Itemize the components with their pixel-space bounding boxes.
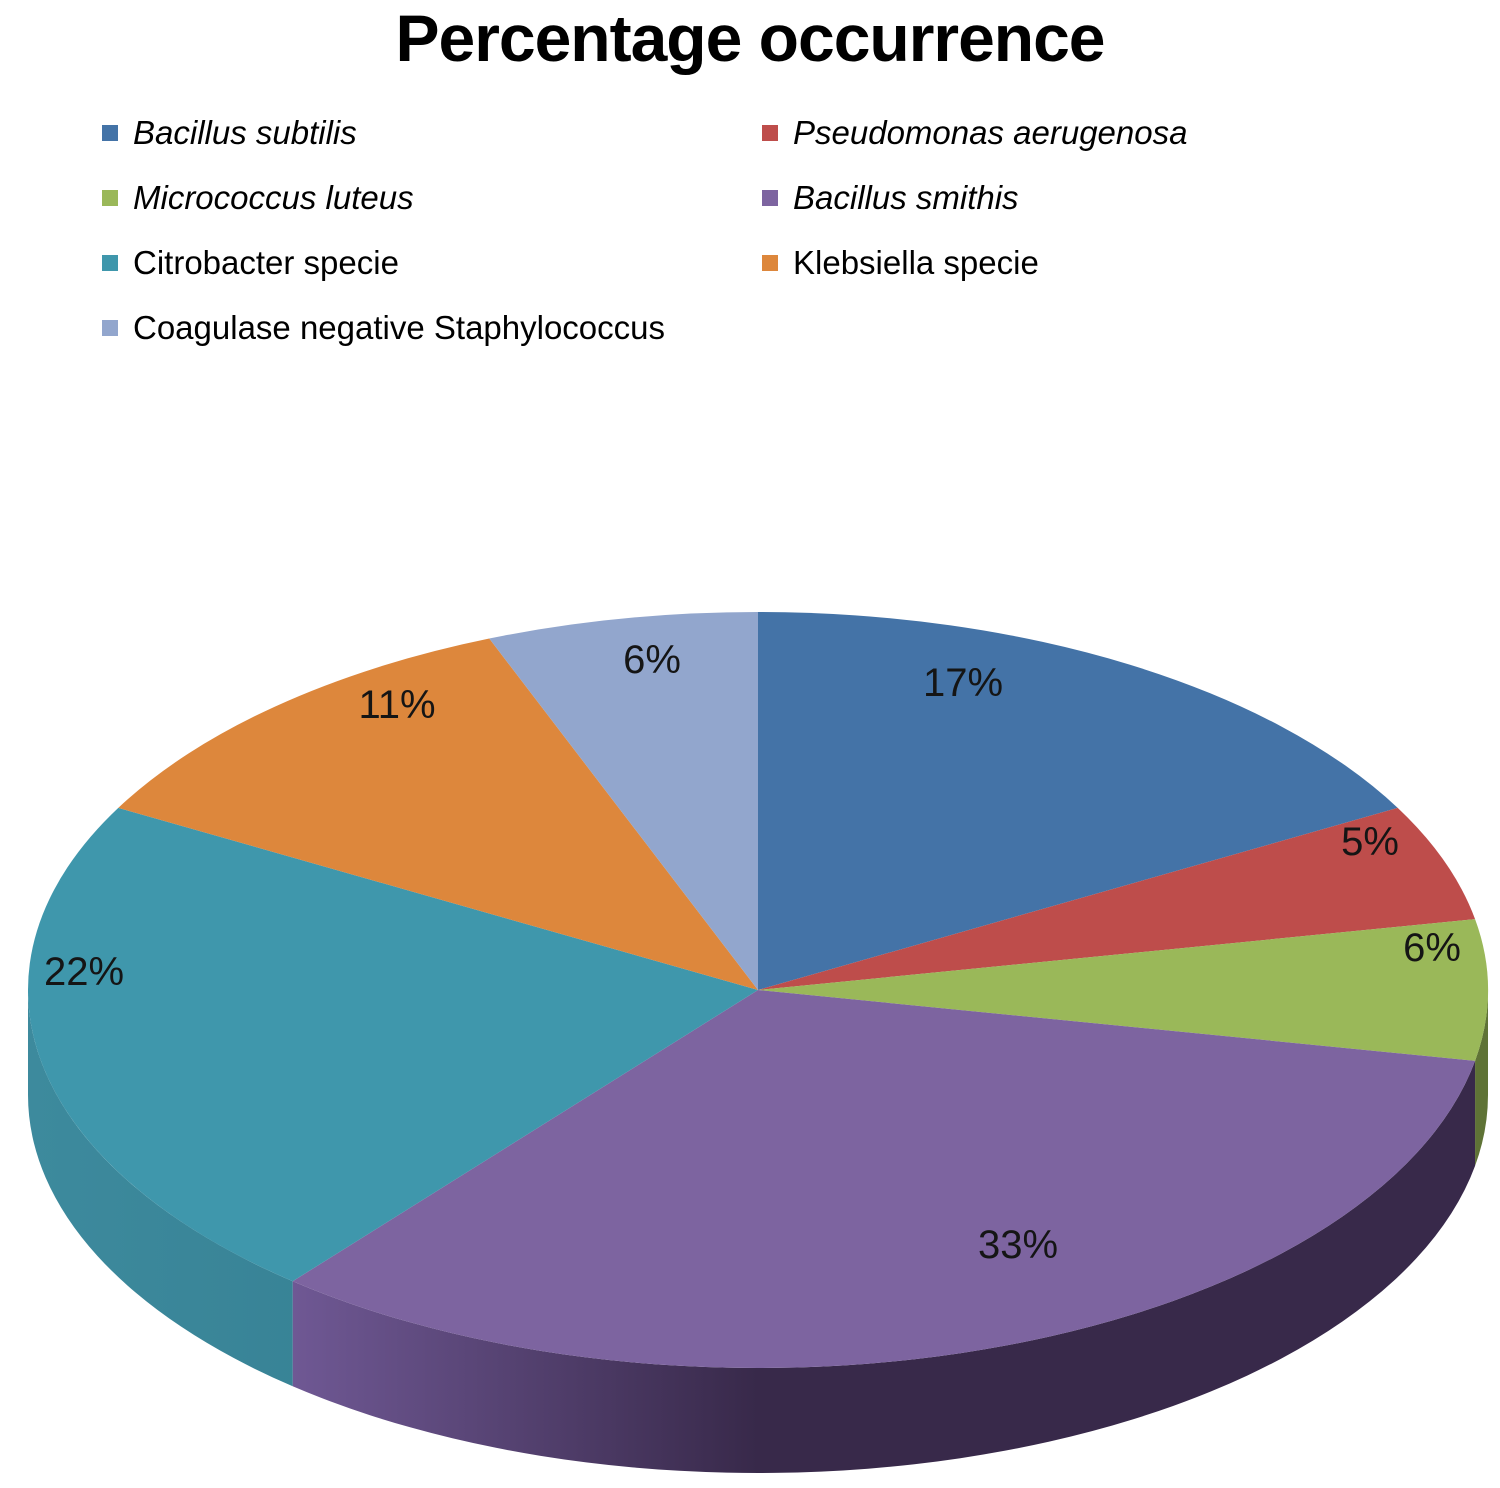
legend-label: Bacillus smithis [793, 179, 1019, 216]
pie-slice-bacillus-subtilis [758, 612, 1398, 990]
pie-slice-klebsiella-specie [118, 638, 758, 990]
legend-item-klebsiella-specie: Klebsiella specie [762, 246, 1187, 279]
pie-slice-bacillus-smithis [292, 990, 1476, 1368]
pie-slice-side-micrococcus-luteus [1475, 990, 1488, 1166]
legend-label: Klebsiella specie [793, 244, 1039, 281]
legend-item-citrobacter-specie: Citrobacter specie [102, 246, 762, 279]
legend-label: Coagulase negative Staphylococcus [133, 309, 666, 346]
legend-item-bacillus-subtilis: Bacillus subtilis [102, 116, 762, 149]
legend-swatch-icon [762, 254, 778, 271]
slice-label-bacillus-smithis: 33% [977, 1223, 1059, 1267]
pie-slice-citrobacter-specie [28, 807, 759, 1282]
legend-item-bacillus-smithis: Bacillus smithis [762, 181, 1187, 214]
slice-label-klebsiella-specie: 11% [358, 683, 436, 727]
legend-item-coagulase-negative-staphylococcus: Coagulase negative Staphylococcus [102, 311, 762, 344]
pie-slice-pseudomonas-aerugenosa [758, 807, 1476, 990]
legend-swatch-icon [762, 189, 778, 206]
pie-slice-micrococcus-luteus [758, 919, 1488, 1061]
legend-swatch-icon [762, 124, 778, 141]
legend-swatch-icon [102, 254, 118, 271]
legend-swatch-icon [102, 189, 118, 206]
legend-label: Bacillus subtilis [133, 114, 357, 151]
legend-swatch-icon [102, 124, 118, 141]
legend-label: Citrobacter specie [133, 244, 399, 281]
legend-item-micrococcus-luteus: Micrococcus luteus [102, 181, 762, 214]
slice-label-pseudomonas-aerugenosa: 5% [1341, 820, 1399, 864]
legend: Bacillus subtilis Pseudomonas aerugenosa… [102, 100, 1187, 360]
legend-label: Pseudomonas aerugenosa [793, 114, 1188, 151]
pie-slice-side-bacillus-smithis [292, 1060, 1476, 1473]
slice-label-bacillus-subtilis: 17% [922, 661, 1004, 705]
legend-label: Micrococcus luteus [133, 179, 414, 216]
legend-swatch-icon [102, 319, 118, 336]
slice-label-coagulase-negative-staphylococcus: 6% [623, 638, 681, 682]
slice-label-micrococcus-luteus: 6% [1403, 926, 1461, 970]
pie-slice-coagulase-negative-staphylococcus [489, 612, 758, 990]
pie-slice-side-citrobacter-specie [28, 990, 293, 1387]
slice-label-citrobacter-specie: 22% [43, 950, 125, 994]
legend-item-pseudomonas-aerugenosa: Pseudomonas aerugenosa [762, 116, 1187, 149]
chart-title: Percentage occurrence [395, 1, 1105, 75]
